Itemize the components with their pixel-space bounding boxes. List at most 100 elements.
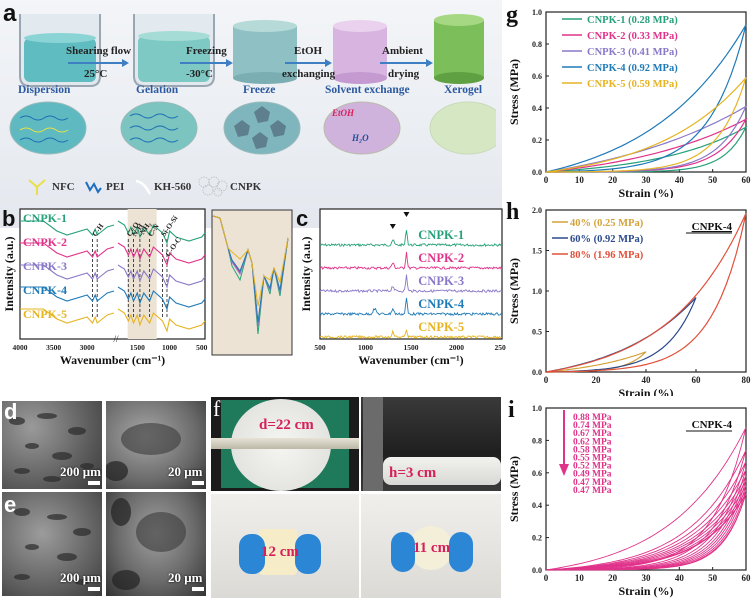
x-tick-label: 40 xyxy=(675,573,685,583)
series-line-cnpk-4 xyxy=(545,24,747,173)
porous-texture xyxy=(14,508,91,585)
y-axis-label: Stress (MPa) xyxy=(507,59,521,125)
height-label: h=3 cm xyxy=(389,465,437,481)
water-inset-label: H₂O xyxy=(352,133,369,143)
left-glove xyxy=(391,532,415,572)
y-tick-label: 0.2 xyxy=(532,136,542,145)
legend-label: CNPK-2 (0.33 MPa) xyxy=(587,31,678,42)
y-tick-label: 0.0 xyxy=(532,566,542,575)
scale-bar xyxy=(88,481,100,485)
stage-label-dispersion: Dispersion xyxy=(18,84,71,96)
step-2-label: Freezing xyxy=(186,45,227,57)
cycle-label: 0.58 MPa xyxy=(573,445,612,455)
beaker-gelation-icon xyxy=(133,14,215,87)
series-line-cnpk-5 xyxy=(545,77,747,173)
y-axis-label: Intensity (a.u.) xyxy=(299,236,313,311)
pore-texture xyxy=(111,498,186,590)
freeze-microstructure xyxy=(223,101,301,155)
right-glove xyxy=(449,532,473,572)
cycle-line xyxy=(545,493,747,571)
series-label: CNPK-5 xyxy=(23,307,67,321)
sample-annotation: CNPK-4 xyxy=(692,419,733,431)
ftir-inset-chart xyxy=(211,209,293,356)
sem-image-d-low: d 200 μm xyxy=(2,401,102,489)
x-tick-label: 60 xyxy=(742,175,752,185)
photo-xerogel-diameter: f d=22 cm xyxy=(211,397,359,491)
y-tick-label: 1.0 xyxy=(532,287,542,296)
y-tick-label: 0.0 xyxy=(532,368,542,377)
pore-texture xyxy=(106,423,181,481)
ruler-vertical xyxy=(363,397,383,491)
panel-a-fabrication-schematic: a Shearing flow 25°C Freezing -30°C EtOH… xyxy=(0,0,502,228)
legend-label: 40% (0.25 MPa) xyxy=(570,218,644,229)
series-line-cnpk-2 xyxy=(20,242,206,267)
x-tick-label: 2500 xyxy=(495,343,507,352)
cycle-label: 0.62 MPa xyxy=(573,437,612,447)
stage-label-xerogel: Xerogel xyxy=(444,84,483,96)
x-tick-label: 60 xyxy=(742,573,752,583)
panel-letter-h: h xyxy=(506,199,520,225)
scale-bar xyxy=(192,587,204,591)
series-label: CNPK-2 xyxy=(23,235,67,249)
network-icon xyxy=(198,176,228,197)
x-axis-label: Wavenumber (cm⁻¹) xyxy=(358,353,463,367)
stage-label-freeze: Freeze xyxy=(243,84,276,96)
y-tick-label: 0.0 xyxy=(532,168,542,177)
panel-letter-c: c xyxy=(296,206,309,231)
x-tick-label: 3500 xyxy=(46,343,61,352)
scale-bar-label: 20 μm xyxy=(168,570,203,585)
panel-letter-b: b xyxy=(2,206,16,231)
x-tick-label: 0 xyxy=(544,573,549,583)
arrow-right-icon xyxy=(380,59,433,67)
cycle-label: 0.47 MPa xyxy=(573,486,612,496)
step-3-condition: exchanging xyxy=(282,68,336,80)
x-tick-label: 10 xyxy=(575,175,585,185)
peak-marker-icon xyxy=(403,212,410,217)
cycle-label: 0.74 MPa xyxy=(573,421,612,431)
series-line-60pct xyxy=(545,297,697,373)
legend-label: CNPK-1 (0.28 MPa) xyxy=(587,15,678,26)
solvent-exchange-microstructure xyxy=(323,101,401,155)
x-tick-label: 1500 xyxy=(130,343,145,352)
y-tick-label: 0.2 xyxy=(532,534,542,543)
x-tick-label: 50 xyxy=(708,175,718,185)
step-1-condition: 25°C xyxy=(84,68,108,80)
x-axis-label: Wavenumber (cm⁻¹) xyxy=(60,353,165,367)
step-3-label: EtOH xyxy=(294,45,323,57)
beaker-dispersion-icon xyxy=(19,14,101,87)
x-tick-label: 40 xyxy=(675,175,685,185)
axis-break-icon: // xyxy=(113,334,119,344)
scale-bar-label: 20 μm xyxy=(168,464,203,479)
ruler xyxy=(211,438,359,449)
legend-kh560: KH-560 xyxy=(154,181,192,193)
arrow-right-icon xyxy=(285,59,332,67)
x-tick-label: 60 xyxy=(692,375,702,385)
photo-xerogel-height: h=3 cm xyxy=(361,397,501,491)
x-tick-label: 0 xyxy=(544,175,549,185)
peak-marker-icon xyxy=(389,224,396,229)
series-line-cnpk-5 xyxy=(319,329,503,340)
y-fiber-icon xyxy=(28,179,46,195)
scale-bar-label: 200 μm xyxy=(60,570,101,585)
xerogel-cylinder-icon xyxy=(434,14,484,84)
x-tick-label: 40 xyxy=(642,375,652,385)
width-label-2: 11 cm xyxy=(413,540,451,556)
series-label: CNPK-1 xyxy=(23,211,67,225)
arrow-right-icon xyxy=(68,59,129,67)
x-tick-label: 20 xyxy=(592,375,602,385)
series-line-cnpk-4 xyxy=(20,286,206,311)
x-axis-label: Strain (%) xyxy=(619,386,674,396)
y-tick-label: 1.0 xyxy=(532,8,542,17)
legend-label: CNPK-3 (0.41 MPa) xyxy=(587,47,678,58)
y-tick-label: 0.6 xyxy=(532,72,542,81)
cycle-label: 0.55 MPa xyxy=(573,454,612,464)
y-tick-label: 2.0 xyxy=(532,206,542,215)
wave-chain-icon xyxy=(85,181,102,194)
y-tick-label: 0.5 xyxy=(532,328,542,337)
step-4-condition: drying xyxy=(388,68,420,80)
xerogel-slab xyxy=(383,457,501,485)
legend-label: CNPK-4 (0.92 MPa) xyxy=(587,63,678,74)
y-tick-label: 1.5 xyxy=(532,247,542,256)
x-tick-label: 4000 xyxy=(13,343,28,352)
scale-bar xyxy=(192,481,204,485)
